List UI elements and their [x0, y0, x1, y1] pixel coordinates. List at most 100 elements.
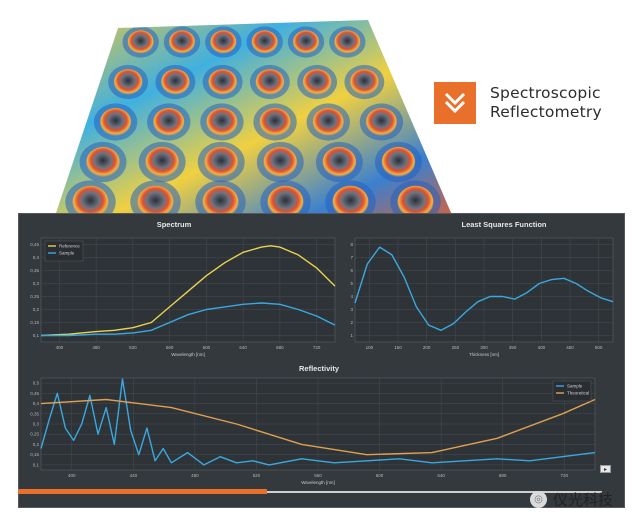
reflectivity-title: Reflectivity [298, 364, 340, 373]
spectrum-chart: 400 480 520 560 600 640 680 720 0,1 0,15 0,2 0,25 0,… [30, 237, 336, 357]
y-tick-label: 0,1 [33, 462, 40, 467]
wechat-icon: ◎ [530, 491, 547, 508]
x-tick-label: 250 [452, 345, 460, 350]
surface-dimple [127, 30, 154, 54]
timeline-slider[interactable] [18, 489, 610, 495]
scroll-right-button[interactable]: ▸ [600, 465, 611, 473]
surface-dimple [204, 146, 238, 178]
plot-area [40, 237, 336, 343]
y-tick-label: 2 [350, 320, 353, 325]
x-axis-label: Thickness [nm] [469, 352, 499, 357]
x-tick-label: 400 [68, 473, 76, 478]
legend-entry: Theoretical [567, 391, 589, 396]
surface-dimple [322, 146, 357, 178]
y-tick-label: 0,35 [30, 268, 39, 273]
x-tick-label: 680 [276, 345, 284, 350]
analysis-panel: Spectrum 400 480 520 560 600 640 680 720 0,1 0,15… [18, 213, 625, 508]
watermark-text: 仪光科技 [553, 492, 614, 509]
x-axis-label: Wavelength [nm] [301, 480, 335, 485]
x-tick-label: 400 [56, 345, 64, 350]
series-line-series [354, 246, 614, 331]
legend-entry: Sample [567, 384, 583, 389]
x-tick-label: 640 [437, 473, 445, 478]
surface-dimple [161, 69, 190, 95]
surface-dimple [137, 185, 174, 219]
series-line-sample [41, 302, 336, 337]
x-tick-label: 720 [313, 345, 321, 350]
y-tick-label: 0,35 [30, 411, 39, 416]
surface-dimple [113, 69, 143, 95]
x-tick-label: 200 [423, 345, 431, 350]
x-tick-label: 720 [560, 473, 568, 478]
surface-dimple [206, 108, 238, 136]
x-tick-label: 350 [509, 345, 517, 350]
surface-dimple [312, 108, 344, 136]
y-tick-label: 3 [350, 307, 353, 312]
x-tick-label: 450 [566, 345, 574, 350]
x-tick-label: 480 [92, 345, 100, 350]
x-tick-label: 500 [595, 345, 603, 350]
surface-dimple [208, 69, 237, 95]
series-line-sample [40, 378, 596, 466]
surface-dimple [86, 146, 120, 178]
y-tick-label: 0,1 [33, 333, 40, 338]
surface-dimple [72, 185, 109, 219]
y-tick-label: 4 [350, 294, 353, 299]
y-tick-label: 0,45 [30, 391, 39, 396]
y-tick-label: 0,25 [30, 294, 39, 299]
y-tick-label: 0,2 [33, 442, 40, 447]
series-line-reference [40, 245, 336, 337]
surface-dimple [263, 146, 298, 178]
x-tick-label: 600 [376, 473, 384, 478]
legend-entry: Sample [59, 251, 75, 256]
x-tick-label: 600 [203, 345, 211, 350]
double-chevron-down-icon [434, 82, 476, 124]
y-tick-label: 5 [350, 281, 353, 286]
y-tick-label: 0,4 [33, 255, 40, 260]
least-squares-chart: 100 150 200 250 300 350 400 450 500 1 2 3 4 5 6 7 8 Thick… [350, 237, 614, 357]
reflectivity-chart: 400 440 480 520 560 600 640 680 720 0,1 0,15 0,2 0,2… [30, 377, 596, 485]
y-tick-label: 0,3 [33, 422, 40, 427]
x-tick-label: 400 [538, 345, 546, 350]
surface-dimple [350, 69, 379, 95]
x-tick-label: 640 [239, 345, 247, 350]
surface-dimple [210, 30, 237, 54]
surface-dimple [302, 69, 332, 95]
surface-dimple [365, 108, 397, 136]
surface-dimple [255, 69, 285, 95]
y-tick-label: 6 [350, 268, 353, 273]
y-tick-label: 0,4 [33, 401, 40, 406]
y-tick-label: 0,15 [30, 452, 39, 457]
slider-progress-fill [18, 489, 267, 494]
brand-name: Spectroscopic Reflectometry [490, 84, 602, 122]
surface-dimple [334, 30, 361, 54]
surface-dimple [381, 146, 416, 178]
x-tick-label: 560 [314, 473, 322, 478]
surface-dimple [251, 30, 278, 54]
surface-dimple [153, 108, 185, 136]
surface-dimple [293, 30, 319, 54]
slider-track [266, 491, 602, 493]
y-tick-label: 1 [350, 333, 353, 338]
brand-block: Spectroscopic Reflectometry [434, 82, 602, 124]
x-tick-label: 440 [130, 473, 138, 478]
surface-dimple [202, 185, 239, 219]
brand-name-line2: Reflectometry [490, 103, 602, 121]
watermark: ◎ 仪光科技 [530, 489, 613, 510]
x-tick-label: 480 [191, 473, 199, 478]
least-squares-title: Least Squares Function [461, 220, 547, 229]
surface-dimple [100, 108, 132, 136]
x-tick-label: 520 [129, 345, 137, 350]
x-tick-label: 680 [499, 473, 507, 478]
surface-dimple [267, 185, 304, 219]
x-tick-label: 150 [394, 345, 402, 350]
surface-dimple [259, 108, 291, 136]
x-axis-label: Wavelength [nm] [171, 352, 205, 357]
x-tick-label: 300 [480, 345, 488, 350]
y-tick-label: 8 [350, 242, 353, 247]
y-tick-label: 0,25 [30, 432, 39, 437]
spectrum-title: Spectrum [156, 220, 192, 229]
x-tick-label: 560 [166, 345, 174, 350]
surface-dimple [332, 185, 369, 219]
y-tick-label: 0,45 [30, 242, 39, 247]
